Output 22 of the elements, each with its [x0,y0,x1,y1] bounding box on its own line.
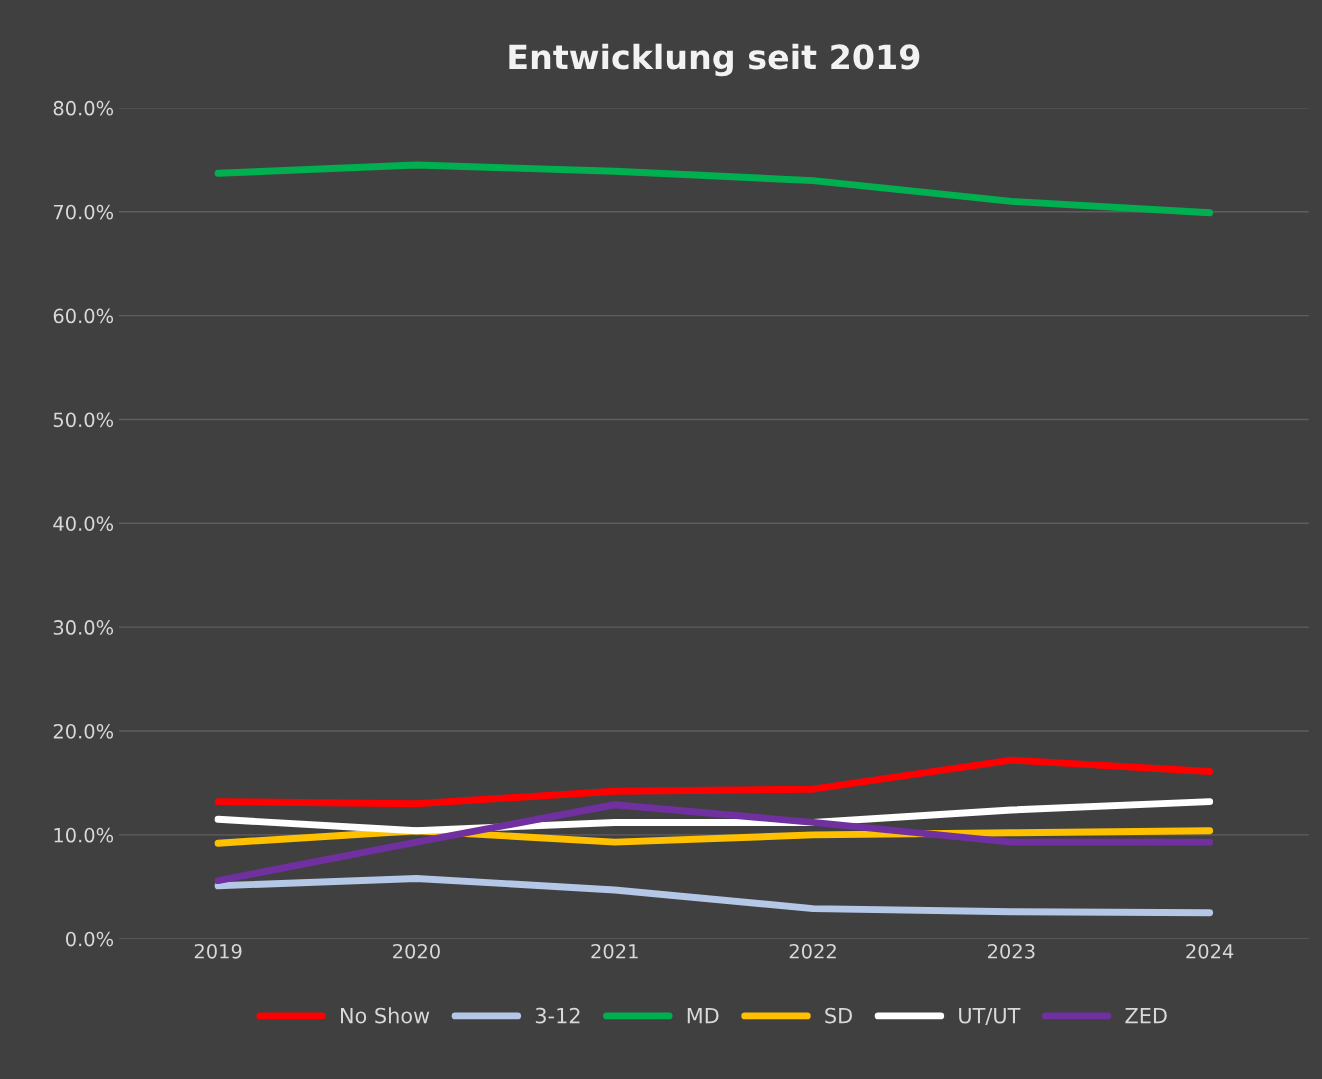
legend-label: 3-12 [535,1007,580,1024]
legend-label: ZED [1125,1007,1167,1024]
y-tick-label: 60.0% [53,308,114,324]
x-tick-label: 2019 [194,943,242,959]
x-tick-label: 2021 [591,943,638,959]
x-tick-label: 2020 [393,943,440,959]
y-tick-label: 20.0% [53,723,114,739]
y-tick-label: 0.0% [66,931,114,947]
legend-label: UT/UT [959,1007,1021,1026]
x-tick-label: 2022 [789,943,836,959]
y-tick-label: 40.0% [53,516,114,531]
y-tick-label: 30.0% [53,620,114,635]
legend-label: No Show [341,1007,430,1024]
y-tick-label: 50.0% [53,412,114,428]
x-tick-label: 2023 [988,943,1035,959]
x-tick-label: 2024 [1186,943,1234,959]
y-tick-label: 10.0% [54,827,114,843]
y-tick-label: 70.0% [53,204,114,220]
legend-label: MD [687,1007,719,1024]
y-tick-label: 80.0% [53,100,114,116]
chart-title: Entwicklung seit 2019 [509,43,920,77]
legend-label: SD [825,1007,852,1024]
